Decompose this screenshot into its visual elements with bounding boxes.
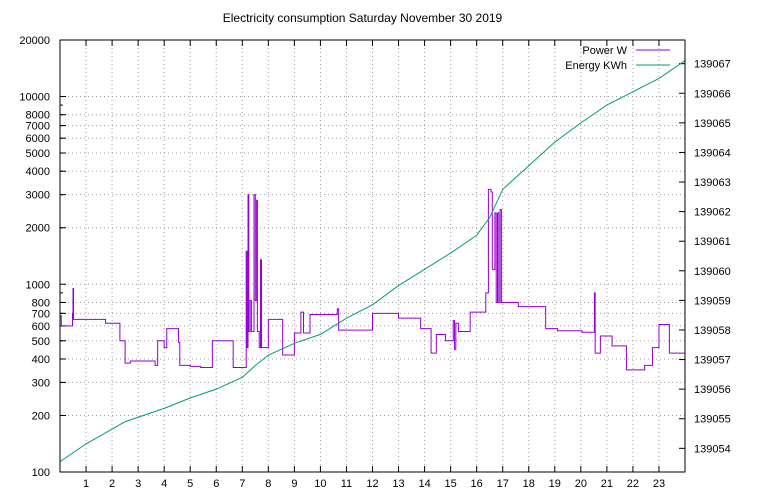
y-left-tick-label: 10000	[19, 92, 50, 104]
y-right-tick-label: 139067	[694, 59, 731, 71]
x-tick-label: 7	[239, 478, 245, 490]
x-tick-label: 15	[445, 478, 457, 490]
x-tick-label: 6	[213, 478, 219, 490]
plot-frame	[59, 39, 686, 473]
grid-lines	[60, 40, 685, 472]
x-tick-label: 21	[601, 478, 613, 490]
x-tick-label: 9	[291, 478, 297, 490]
series-line-0	[60, 188, 685, 371]
y-right-tick-label: 139054	[694, 443, 731, 455]
y-left-tick-label: 5000	[26, 148, 50, 160]
y-right-tick-label: 139059	[694, 295, 731, 307]
x-tick-label: 3	[135, 478, 141, 490]
x-tick-label: 22	[627, 478, 639, 490]
x-tick-label: 18	[523, 478, 535, 490]
x-tick-label: 23	[653, 478, 665, 490]
y-left-tick-label: 3000	[26, 190, 50, 202]
y-right-tick-label: 139055	[694, 414, 731, 426]
y-right-tick-label: 139056	[694, 384, 731, 396]
x-tick-label: 19	[549, 478, 561, 490]
y-right-tick-label: 139058	[694, 325, 731, 337]
y-left-tick-label: 20000	[19, 35, 50, 47]
x-tick-label: 5	[187, 478, 193, 490]
y-right-tick-label: 139061	[694, 236, 731, 248]
y-left-tick-label: 4000	[26, 166, 50, 178]
y-right-tick-label: 139063	[694, 177, 731, 189]
y-right-tick-label: 139062	[694, 207, 731, 219]
x-tick-label: 16	[471, 478, 483, 490]
x-tick-label: 10	[314, 478, 326, 490]
y-right-tick-label: 139066	[694, 88, 731, 100]
y-right-tick-label: 139065	[694, 118, 731, 130]
y-right-tick-label: 139064	[694, 147, 731, 159]
y-left-tick-label: 600	[32, 321, 50, 333]
x-tick-label: 12	[366, 478, 378, 490]
chart-title: Electricity consumption Saturday Novembe…	[223, 11, 503, 25]
y-left-tick-label: 8000	[26, 110, 50, 122]
y-right-ticks: 139054 139055 139056 139057 139058 139059 1390…	[679, 59, 731, 455]
y-left-tick-label: 700	[32, 308, 50, 320]
y-left-tick-label: 800	[32, 297, 50, 309]
x-tick-label: 8	[265, 478, 271, 490]
y-right-tick-label: 139057	[694, 355, 731, 367]
x-tick-label: 13	[392, 478, 404, 490]
y-left-tick-label: 500	[32, 336, 50, 348]
x-tick-label: 20	[575, 478, 587, 490]
y-left-tick-label: 1000	[26, 279, 50, 291]
y-left-tick-label: 2000	[26, 223, 50, 235]
legend-label: Power W	[582, 45, 627, 57]
x-tick-label: 17	[497, 478, 509, 490]
x-tick-label: 2	[109, 478, 115, 490]
x-tick-label: 4	[161, 478, 167, 490]
x-tick-label: 14	[418, 478, 430, 490]
y-left-tick-label: 200	[32, 410, 50, 422]
plot-lines	[59, 60, 686, 463]
y-left-tick-label: 6000	[26, 133, 50, 145]
y-left-tick-label: 7000	[26, 121, 50, 133]
series-line-1	[59, 60, 686, 463]
y-right-tick-label: 139060	[694, 266, 731, 278]
legend: Power W Energy KWh	[565, 45, 670, 72]
x-tick-label: 11	[341, 478, 352, 490]
x-tick-label: 1	[83, 478, 89, 490]
y-left-tick-label: 300	[32, 377, 50, 389]
x-axis-ticks: 1 2 3 4 5 6 7 8 9 10 11 12 13 14 15 16 17 18 19 20 21 22 23	[83, 40, 665, 490]
y-left-tick-label: 400	[32, 354, 50, 366]
y-left-tick-label: 100	[32, 467, 50, 479]
legend-label: Energy KWh	[565, 60, 627, 72]
